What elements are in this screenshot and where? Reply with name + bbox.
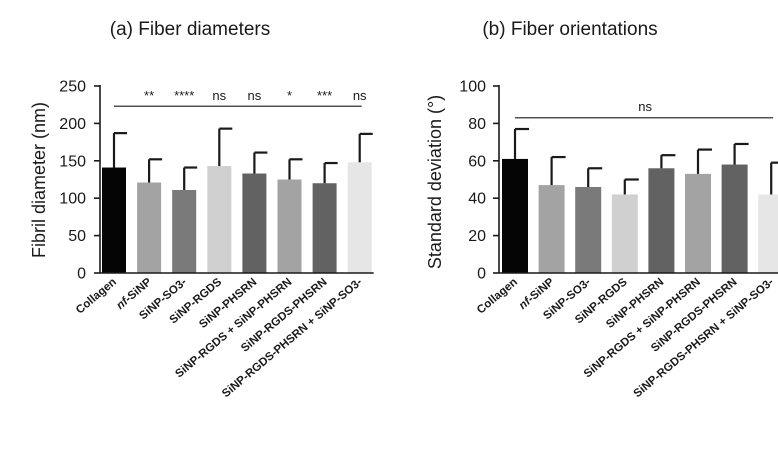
- comparison-label: ns: [638, 99, 652, 114]
- panel-a-title: (a) Fiber diameters: [110, 19, 271, 40]
- y-tick-label: 40: [468, 191, 486, 208]
- panel-a-significance: ** **** ns ns * *** ns: [114, 88, 367, 107]
- bar: [137, 182, 162, 273]
- significance-label: *: [287, 88, 292, 103]
- bar: [648, 168, 675, 273]
- bar: [242, 173, 267, 273]
- bar: [538, 185, 565, 273]
- panel-a-fiber-diameters: (a) Fiber diameters Fibril diameter (nm)…: [29, 19, 374, 400]
- panel-b-y-axis-label: Standard deviation (°): [425, 95, 445, 269]
- y-tick-label: 100: [59, 191, 86, 208]
- panel-b-x-ticks: Collagennf-SiNPSiNP-SO3-SiNP-RGDSSiNP-PH…: [475, 276, 776, 400]
- panel-b-bars: [502, 127, 778, 273]
- significance-label: ****: [174, 88, 194, 103]
- significance-label: **: [144, 88, 154, 103]
- panel-b-axes: [498, 85, 778, 274]
- panel-a-axes: [99, 85, 374, 274]
- panel-b-fiber-orientations: (b) Fiber orientations Standard deviatio…: [425, 19, 778, 400]
- y-tick-label: 50: [68, 228, 86, 245]
- y-tick-label: 0: [77, 266, 86, 283]
- y-tick-label: 150: [59, 153, 86, 170]
- panel-b-y-ticks: 0 20 40 60 80 100: [459, 79, 499, 283]
- y-tick-label: 80: [468, 116, 486, 133]
- significance-label: ***: [317, 88, 332, 103]
- bar: [102, 167, 126, 273]
- significance-label: ns: [248, 88, 262, 103]
- y-tick-label: 60: [468, 153, 486, 170]
- significance-label: ns: [212, 88, 226, 103]
- bar: [312, 183, 337, 273]
- bar: [721, 164, 748, 273]
- panel-a-y-ticks: 0 50 100 150 200 250: [59, 79, 100, 283]
- bar: [277, 179, 302, 273]
- y-tick-label: 200: [59, 116, 86, 133]
- bar: [172, 189, 197, 273]
- bar: [502, 158, 528, 273]
- y-tick-label: 0: [477, 266, 486, 283]
- bar: [347, 162, 372, 273]
- bar: [207, 166, 232, 273]
- panel-a-bars: [102, 127, 373, 273]
- y-tick-label: 100: [459, 79, 486, 96]
- panel-b-title: (b) Fiber orientations: [482, 19, 657, 40]
- panel-a-x-ticks: Collagennf-SiNPSiNP-SO3-SiNP-RGDSSiNP-PH…: [74, 276, 365, 400]
- significance-label: ns: [353, 88, 367, 103]
- bar: [758, 194, 778, 273]
- panel-b-significance: ns: [515, 99, 774, 119]
- bar: [685, 173, 711, 273]
- y-tick-label: 20: [468, 228, 486, 245]
- bar: [575, 186, 602, 273]
- panel-a-y-axis-label: Fibril diameter (nm): [29, 102, 49, 258]
- y-tick-label: 250: [59, 79, 86, 96]
- bar: [611, 194, 638, 273]
